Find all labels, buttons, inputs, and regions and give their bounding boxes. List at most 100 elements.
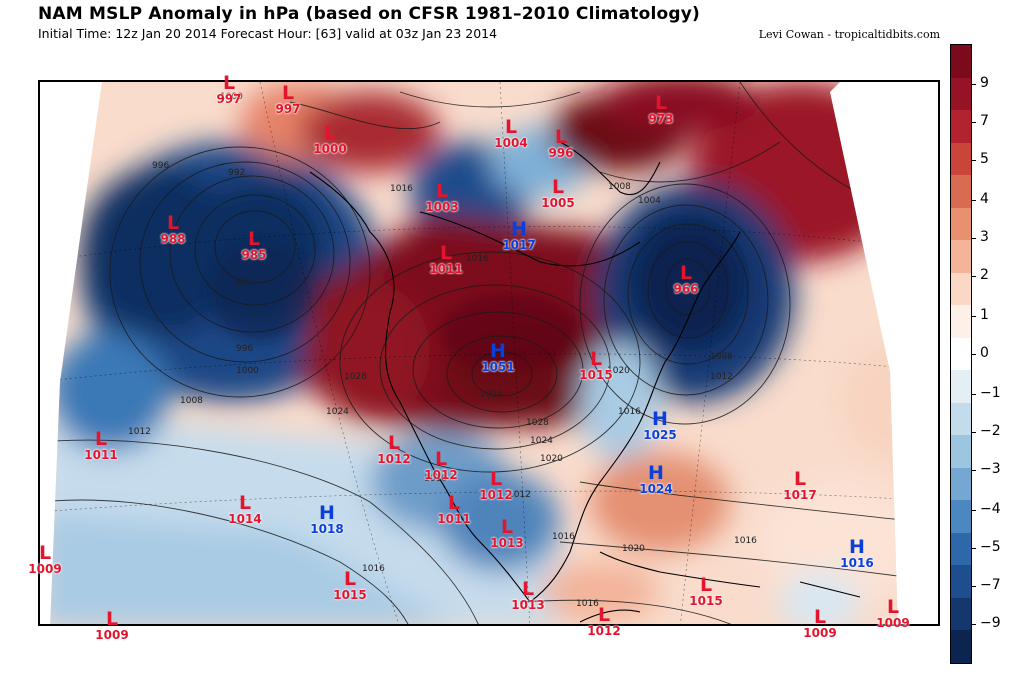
high-pressure-center: H 1024	[639, 462, 673, 496]
isobar-label: 1008	[608, 182, 631, 192]
isobar-lines	[50, 82, 898, 624]
low-pressure-center: L 988	[160, 212, 186, 246]
isobar-label: 1016	[552, 532, 575, 542]
isobar-label: 1012	[128, 427, 151, 437]
isobar-label: 1004	[638, 196, 661, 206]
colorbar-tick	[972, 160, 976, 161]
colorbar-tick-label: −9	[980, 615, 1001, 631]
colorbar-tick-label: 3	[980, 229, 989, 245]
low-pressure-center: L 1009	[28, 542, 62, 576]
low-pressure-center: L 1003	[425, 180, 459, 214]
isobar-label: 984	[236, 278, 254, 288]
isobar-label: 1020	[622, 544, 645, 554]
colorbar-tick	[972, 624, 976, 625]
colorbar-tick-label: 0	[980, 345, 989, 361]
coastlines	[309, 141, 861, 623]
colorbar-tick	[972, 548, 976, 549]
low-pressure-center: L 1013	[490, 516, 524, 550]
colorbar	[950, 44, 972, 664]
colorbar-tick-label: −1	[980, 385, 1001, 401]
colorbar-tick	[972, 470, 976, 471]
colorbar-tick	[972, 586, 976, 587]
colorbar-tick-label: 4	[980, 191, 989, 207]
low-pressure-center: L 1015	[579, 348, 613, 382]
isobar-label: 1012	[508, 490, 531, 500]
colorbar-tick	[972, 316, 976, 317]
isobar-label: 992	[228, 168, 246, 178]
colorbar-tick-label: 2	[980, 267, 989, 283]
high-pressure-center: H 1017	[502, 218, 536, 252]
isobar-label: 1024	[530, 436, 553, 446]
colorbar-segment	[951, 45, 971, 78]
isobar-label: 996	[236, 344, 254, 354]
low-pressure-center: L 1011	[84, 428, 118, 462]
map-panel: 1000 992 996 984 996 1000 1008 1012 1024…	[38, 80, 940, 626]
low-pressure-center: L 1012	[587, 604, 621, 638]
low-pressure-center: L 1014	[228, 492, 262, 526]
colorbar-segment	[951, 630, 971, 663]
low-pressure-center: L 1004	[494, 116, 528, 150]
isobar-label: 1020	[540, 454, 563, 464]
low-pressure-center: L 1012	[377, 432, 411, 466]
isobar-label: 1028	[526, 418, 549, 428]
isobar-label: 996	[152, 161, 170, 171]
isobar-label: 1000	[236, 366, 259, 376]
map-title: NAM MSLP Anomaly in hPa (based on CFSR 1…	[38, 4, 700, 24]
anomaly-field	[50, 82, 898, 624]
low-pressure-center: L 1015	[689, 574, 723, 608]
colorbar-tick-label: 1	[980, 307, 989, 323]
isobar-label: 1024	[326, 407, 349, 417]
isobar-label: 1016	[576, 599, 599, 609]
high-pressure-center: H 1016	[840, 536, 874, 570]
colorbar-segment	[951, 142, 971, 176]
colorbar-segment	[951, 597, 971, 631]
low-pressure-center: L 1011	[437, 492, 471, 526]
low-pressure-center: L 1009	[95, 608, 129, 642]
colorbar-segment	[951, 272, 971, 306]
colorbar-segment	[951, 240, 971, 273]
colorbar-tick-label: −4	[980, 501, 1001, 517]
isobar-label: 1020	[607, 366, 630, 376]
low-pressure-center: L 1009	[803, 606, 837, 640]
isobar-label: 1016	[424, 474, 447, 484]
colorbar-segment	[951, 500, 971, 533]
colorbar-tick	[972, 510, 976, 511]
graticule	[50, 82, 898, 624]
colorbar-tick	[972, 122, 976, 123]
colorbar-tick-label: −2	[980, 423, 1001, 439]
colorbar-segment	[951, 435, 971, 468]
colorbar-tick	[972, 394, 976, 395]
credit-text: Levi Cowan - tropicaltidbits.com	[758, 28, 940, 41]
colorbar-segment	[951, 207, 971, 241]
low-pressure-center: L 973	[648, 92, 674, 126]
colorbar-segment	[951, 110, 971, 143]
colorbar-tick	[972, 276, 976, 277]
colorbar-segment	[951, 175, 971, 208]
map-canvas	[50, 82, 898, 624]
isobar-label: 1016	[362, 564, 385, 574]
colorbar-segment	[951, 532, 971, 566]
low-pressure-center: L 1012	[479, 468, 513, 502]
colorbar-tick-label: −3	[980, 461, 1001, 477]
isobar-label: 1016	[466, 254, 489, 264]
high-pressure-center: H 1025	[643, 408, 677, 442]
map-subtitle: Initial Time: 12z Jan 20 2014 Forecast H…	[38, 26, 498, 41]
low-pressure-center: L 1017	[783, 468, 817, 502]
low-pressure-center: L 996	[548, 126, 574, 160]
low-pressure-center: L 997	[275, 82, 301, 116]
colorbar-segment	[951, 337, 971, 371]
colorbar-tick-label: −5	[980, 539, 1001, 555]
colorbar-tick-label: 9	[980, 75, 989, 91]
colorbar-tick	[972, 200, 976, 201]
low-pressure-center: L 997	[216, 72, 242, 106]
low-pressure-center: L 1012	[424, 448, 458, 482]
colorbar-segment	[951, 565, 971, 598]
high-pressure-center: H 1051	[481, 340, 515, 374]
isobar-label: 1024	[480, 390, 503, 400]
colorbar-segment	[951, 370, 971, 403]
high-pressure-center: H 1018	[310, 502, 344, 536]
low-pressure-center: L 1015	[333, 568, 367, 602]
colorbar-tick-label: −7	[980, 577, 1001, 593]
colorbar-tick-label: 5	[980, 151, 989, 167]
colorbar-tick-label: 7	[980, 113, 989, 129]
